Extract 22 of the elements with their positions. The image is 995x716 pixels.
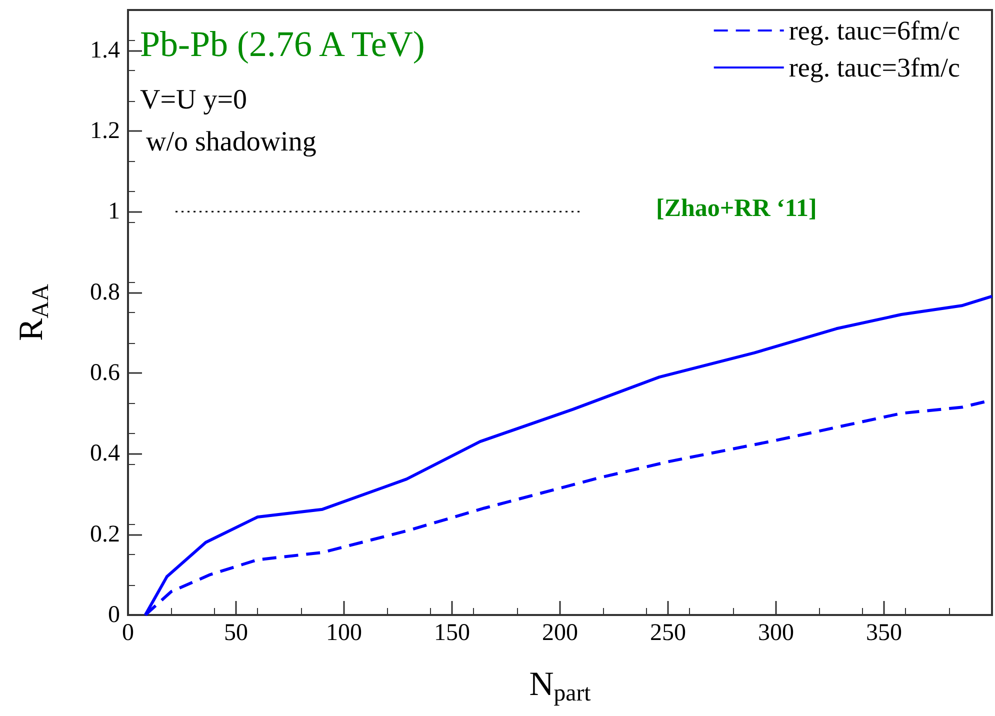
y-tick-label: 1 <box>108 198 120 225</box>
x-tick-label: 250 <box>650 620 686 646</box>
annotation: V=U y=0 <box>140 84 248 116</box>
x-tick-label: 200 <box>542 620 578 646</box>
x-tick-label: 150 <box>434 620 470 646</box>
legend-label: reg. tauc=6fm/c <box>788 16 960 46</box>
legend-label: reg. tauc=3fm/c <box>788 52 960 82</box>
x-tick-label: 100 <box>326 620 362 646</box>
annotation: [Zhao+RR ‘11] <box>656 195 817 222</box>
x-tick-label: 50 <box>224 620 248 646</box>
x-tick-label: 300 <box>758 620 794 646</box>
y-tick-label: 0.8 <box>90 279 120 306</box>
y-tick-label: 0.2 <box>90 521 120 548</box>
y-axis-title: RAA <box>13 283 54 342</box>
annotation: w/o shadowing <box>146 126 316 158</box>
y-tick-label: 0 <box>108 602 120 628</box>
y-tick-label: 0.6 <box>90 360 120 386</box>
x-tick-label: 350 <box>866 620 902 646</box>
y-tick-label: 1.4 <box>90 37 120 64</box>
y-tick-label: 0.4 <box>90 440 120 467</box>
annotation: Pb-Pb (2.76 A TeV) <box>140 24 425 64</box>
y-tick-label: 1.2 <box>90 118 120 144</box>
